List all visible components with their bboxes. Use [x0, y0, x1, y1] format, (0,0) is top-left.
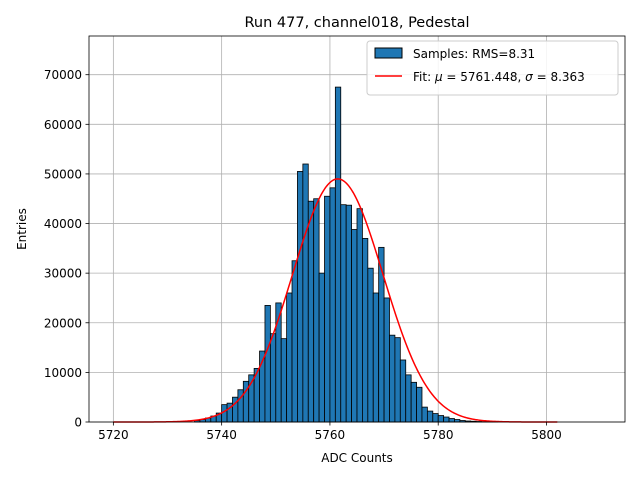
- x-tick-label: 5780: [423, 428, 454, 442]
- histogram-bar: [334, 86, 342, 423]
- y-tick-label: 60000: [44, 118, 82, 132]
- y-tick-label: 20000: [44, 316, 82, 330]
- histogram-bar: [356, 208, 363, 423]
- histogram-bar: [324, 195, 331, 423]
- legend-fit-label: Fit: μ = 5761.448, σ = 8.363: [413, 70, 585, 84]
- histogram-bar: [389, 334, 396, 423]
- histogram-bar: [432, 413, 439, 423]
- histogram-bar: [421, 406, 428, 423]
- histogram-bar: [264, 305, 271, 423]
- legend-box: [366, 40, 619, 96]
- y-tick-label: 10000: [44, 366, 82, 380]
- x-tick-label: 5800: [531, 428, 562, 442]
- histogram-bar: [351, 229, 358, 423]
- histogram-bar: [372, 292, 380, 423]
- legend-fit-sigma-symbol: σ: [525, 70, 533, 84]
- y-axis-label: Entries: [15, 208, 29, 250]
- chart-title: Run 477, channel018, Pedestal: [244, 15, 469, 31]
- x-axis-label: ADC Counts: [321, 451, 393, 465]
- histogram-bar: [437, 415, 445, 423]
- histogram-bar: [269, 333, 277, 423]
- y-tick-label: 0: [74, 416, 82, 430]
- histogram-bar: [313, 198, 320, 423]
- histogram-bar: [280, 338, 288, 423]
- histogram-bar: [383, 297, 390, 423]
- x-tick-label: 5740: [206, 428, 237, 442]
- histogram-bars: [194, 86, 499, 423]
- histogram-bar: [302, 163, 309, 423]
- histogram-bar: [394, 337, 401, 423]
- y-tick-label: 40000: [44, 217, 82, 231]
- histogram-bar: [291, 260, 298, 423]
- y-tick-label: 50000: [44, 167, 82, 181]
- legend-samples-swatch: [374, 47, 403, 59]
- histogram-bar: [286, 292, 293, 423]
- y-tick-label: 70000: [44, 68, 82, 82]
- histogram-bar: [443, 416, 450, 423]
- histogram-bar: [362, 238, 369, 423]
- histogram-bar: [448, 418, 455, 423]
- histogram-bar: [345, 204, 352, 423]
- histogram-bar: [426, 410, 434, 423]
- histogram-bar: [410, 381, 417, 423]
- legend-fit-mu-symbol: μ: [434, 70, 443, 84]
- histogram-bar: [307, 200, 315, 423]
- histogram-bar: [405, 374, 412, 423]
- legend-fit-mu-value: = 5761.448,: [443, 70, 526, 84]
- x-tick-label: 5760: [315, 428, 346, 442]
- histogram-bar: [416, 386, 423, 423]
- axis-ticks: 5720 5740 5760 5780 5800 0 10000 20000 30000 4000…: [44, 68, 562, 442]
- legend: Samples: RMS=8.31 Fit: μ = 5761.448, σ =…: [366, 40, 619, 96]
- histogram-bar: [318, 272, 325, 423]
- histogram-bar: [329, 187, 336, 423]
- fit-curve: [113, 178, 558, 423]
- histogram-bar: [367, 267, 374, 423]
- plot-frame: [88, 35, 626, 423]
- x-tick-label: 5720: [98, 428, 129, 442]
- histogram-bar: [340, 204, 347, 423]
- legend-samples-label: Samples: RMS=8.31: [413, 47, 535, 61]
- legend-fit-prefix: Fit:: [413, 70, 435, 84]
- legend-fit-sigma-value: = 8.363: [533, 70, 585, 84]
- histogram-bar: [399, 359, 407, 423]
- y-tick-label: 30000: [44, 267, 82, 281]
- histogram-bar: [297, 171, 304, 423]
